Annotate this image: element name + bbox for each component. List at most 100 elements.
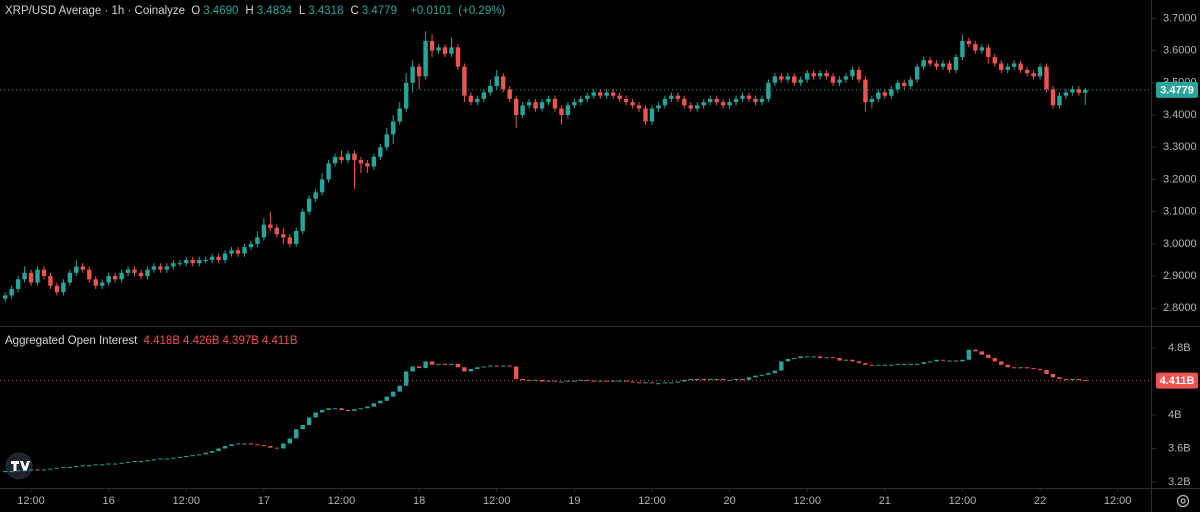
candle-body [746, 95, 752, 99]
candle-body [145, 269, 150, 277]
tradingview-logo[interactable] [5, 452, 33, 480]
candle-body [87, 465, 92, 467]
candle-body [966, 40, 972, 45]
candle-body [882, 364, 888, 366]
candle-body [863, 79, 868, 103]
candle-body [552, 380, 558, 382]
candle-body [119, 462, 124, 464]
candle-body [306, 198, 312, 212]
x-tick-label: 17 [258, 495, 270, 507]
candle-body [643, 108, 648, 122]
candle-body [235, 443, 241, 445]
candle-body [960, 359, 965, 362]
candle-body [423, 361, 428, 369]
candle-body [397, 385, 402, 392]
change: +0.0101 [410, 5, 453, 17]
candle-body [190, 455, 195, 457]
gear-hub [1180, 498, 1186, 504]
ohlc-value: 3.4318 [308, 5, 344, 17]
candle-body [222, 445, 228, 449]
indicator-title[interactable]: Aggregated Open Interest [5, 335, 138, 347]
candle-body [863, 363, 868, 365]
candle-body [701, 102, 706, 106]
candle-body [378, 400, 383, 404]
candle-body [1031, 73, 1036, 77]
candle-body [850, 359, 855, 362]
candle-body [759, 98, 765, 103]
x-tick-label: 16 [103, 495, 115, 507]
candle-body [636, 105, 642, 109]
candle-body [927, 361, 933, 363]
candle-body [824, 73, 829, 77]
candle-body [921, 60, 926, 67]
candle-body [714, 98, 719, 103]
candle-body [442, 363, 448, 365]
candle-body [908, 363, 913, 365]
candle-body [281, 234, 286, 238]
candle-body [164, 266, 170, 270]
candle-body [112, 276, 118, 280]
candle-body [695, 378, 700, 380]
candle-body [817, 73, 823, 77]
candle-body [1076, 378, 1082, 380]
symbol-title[interactable]: XRP/USD Average · 1h · Coinalyze [5, 5, 186, 17]
candle-body [358, 160, 364, 164]
candle-body [87, 269, 92, 280]
candle-body [772, 76, 778, 83]
candle-body [255, 237, 260, 244]
candle-body [28, 469, 34, 471]
candle-body [494, 76, 499, 87]
settings-icon[interactable] [1176, 494, 1190, 508]
candle-body [986, 47, 991, 58]
candle-body [416, 366, 422, 369]
candle-body [99, 464, 105, 466]
candle-body [216, 256, 221, 260]
candle-body [869, 364, 875, 366]
candle-body [623, 380, 629, 382]
ohlc-item: L 3.4318 [299, 5, 347, 17]
candle-body [785, 76, 790, 80]
candle-body [798, 356, 803, 359]
candle-body [559, 381, 564, 383]
candle-body [811, 356, 816, 358]
candle-body [513, 366, 519, 379]
candle-body [908, 79, 913, 87]
candle-body [423, 40, 428, 77]
candle-body [843, 359, 849, 361]
candle-body [546, 98, 551, 103]
ohlc-label: O [191, 5, 201, 17]
candle-body [604, 92, 609, 96]
candle-body [727, 102, 732, 106]
candle-body [294, 230, 299, 244]
candle-body [837, 358, 842, 361]
candle-body [766, 373, 771, 375]
x-tick-label: 12:00 [483, 495, 511, 507]
candle-body [1011, 63, 1017, 67]
candle-body [979, 47, 985, 51]
candle-body [727, 379, 732, 381]
oi-value: 4.418B [143, 335, 180, 347]
x-tick-label: 20 [723, 495, 735, 507]
candle-body [830, 357, 836, 359]
candle-body [649, 382, 655, 384]
candle-body [895, 82, 900, 90]
logo-circle[interactable] [5, 452, 33, 480]
candle-body [209, 450, 215, 453]
candle-body [9, 471, 14, 473]
candle-body [707, 98, 713, 103]
y-tick-label: 4.8B [1168, 342, 1191, 354]
candle-body [468, 368, 474, 372]
candle-body [481, 366, 487, 368]
candle-body [1024, 367, 1030, 369]
candle-body [332, 408, 338, 410]
candle-body [80, 465, 85, 467]
candle-body [675, 381, 681, 383]
candle-body [177, 456, 183, 458]
candle-body [999, 63, 1004, 70]
candle-body [294, 429, 299, 439]
candle-body [145, 460, 150, 462]
candle-body [720, 378, 726, 380]
candle-body [475, 367, 480, 369]
